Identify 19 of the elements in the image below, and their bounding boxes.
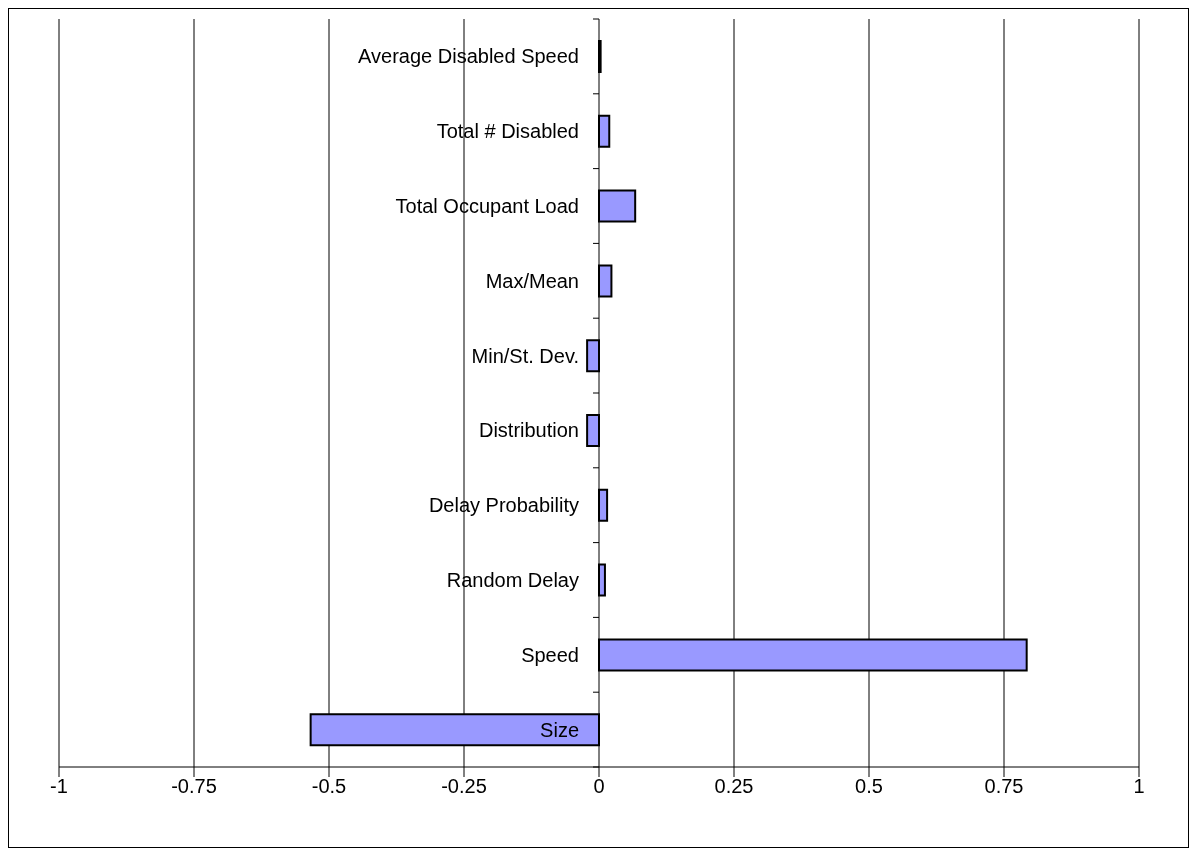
y-tick-label: Delay Probability [428,494,579,517]
y-tick-label: Speed [521,643,579,666]
x-tick-label: -0.25 [441,775,487,798]
x-tick-label: 0.5 [855,775,883,798]
y-tick-label: Total Occupant Load [395,195,579,217]
y-tick-label: Size [540,718,579,741]
y-tick-label: Max/Mean [485,269,579,292]
x-tick-label: 0.25 [714,775,754,798]
y-tick-label: Total # Disabled [436,120,579,143]
x-tick-label: -0.75 [171,775,217,798]
x-tick-label: 1 [1133,775,1145,798]
x-tick-label: -1 [50,775,68,798]
x-tick-label: -0.5 [311,775,347,798]
y-tick-label: Average Disabled Speed [358,45,579,68]
y-tick-label: Min/St. Dev. [471,344,579,367]
x-tick-label: 0 [593,775,605,798]
y-tick-label: Distribution [478,419,579,442]
x-tick-label: 0.75 [984,775,1024,798]
y-tick-label: Random Delay [446,569,579,591]
